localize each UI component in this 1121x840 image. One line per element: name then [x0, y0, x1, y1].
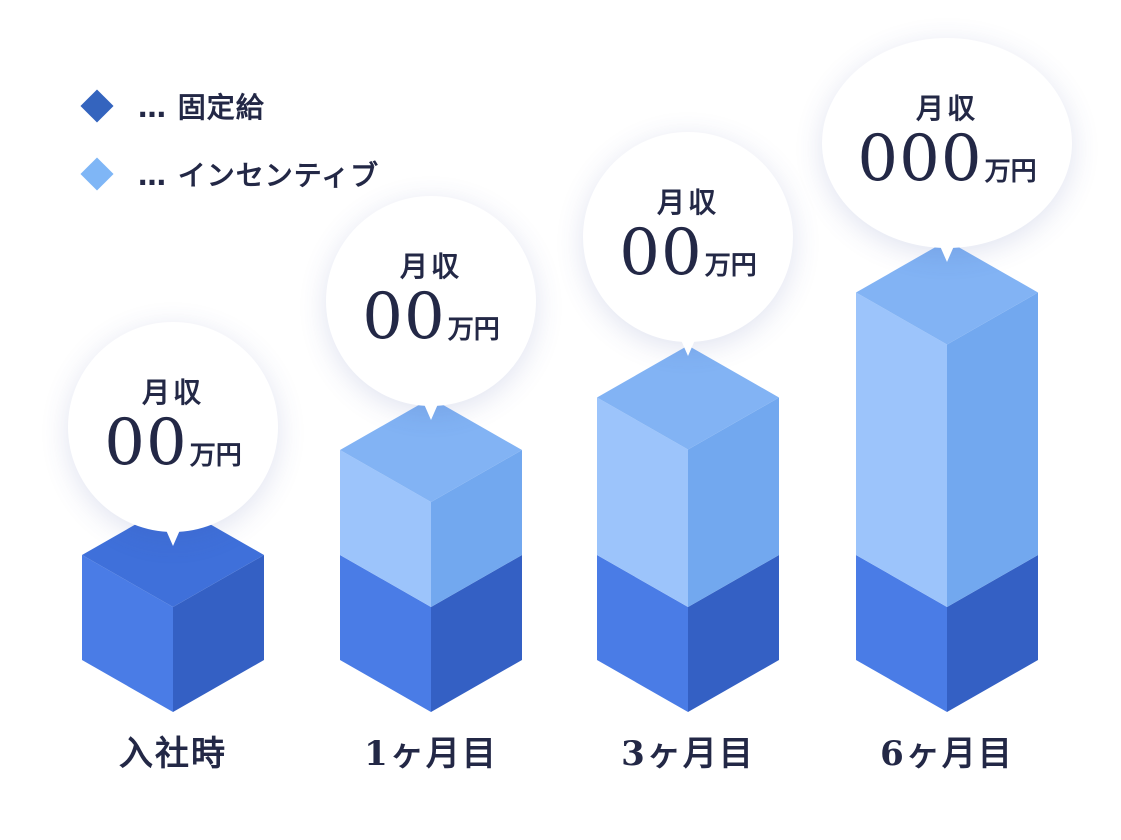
bubble-0: 月収 00 万円 [68, 322, 278, 546]
legend-item-incentive: … インセンティブ [80, 154, 380, 194]
fixed-bar-right-3 [947, 555, 1038, 712]
incentive-bar-right-2 [688, 397, 779, 607]
bubble-unit: 万円 [984, 157, 1037, 187]
category-label: 入社時 [119, 734, 227, 774]
incentive-bar-right-3 [947, 292, 1038, 607]
bubble-tail [166, 530, 180, 546]
bubble-value: 00 [362, 280, 446, 354]
category-label: 1ヶ月目 [364, 734, 498, 774]
fixed-bar-left-2 [597, 555, 688, 712]
legend-swatch-incentive [80, 157, 114, 191]
fixed-bar-left-3 [856, 555, 947, 712]
legend-swatch-fixed [80, 89, 114, 123]
bubble-label: 月収 [656, 186, 719, 219]
bubble-tail [940, 246, 954, 262]
incentive-bar-top-1 [340, 398, 522, 502]
bubble-unit: 万円 [189, 441, 242, 471]
legend-label-fixed: … 固定給 [138, 91, 265, 124]
bubble-label: 月収 [399, 250, 462, 283]
bubble-label: 月収 [141, 376, 204, 409]
bubble-tail [424, 404, 438, 420]
incentive-bar-left-2 [597, 397, 688, 607]
fixed-bar-top-0 [82, 503, 264, 607]
legend-label-incentive: … インセンティブ [138, 159, 380, 192]
bubble-value: 000 [857, 122, 983, 196]
bubble-value: 00 [619, 216, 703, 290]
bubble-label: 月収 [915, 92, 978, 125]
legend-item-fixed: … 固定給 [80, 86, 265, 126]
fixed-bar-left-0 [82, 555, 173, 712]
bubble-value-row: 00 万円 [362, 285, 499, 349]
fixed-bar-right-0 [173, 555, 264, 712]
bubble-value-row: 000 万円 [857, 127, 1036, 191]
incentive-bar-top-3 [856, 240, 1038, 345]
bubble-value: 00 [104, 406, 188, 480]
incentive-bar-right-1 [431, 450, 522, 607]
fixed-bar-right-2 [688, 555, 779, 712]
bubble-tail [681, 340, 695, 356]
bubble-unit: 万円 [447, 315, 500, 345]
incentive-bar-left-3 [856, 292, 947, 607]
bubble-value-row: 00 万円 [104, 411, 241, 475]
incentive-bar-left-1 [340, 450, 431, 607]
category-label: 3ヶ月目 [621, 734, 755, 774]
fixed-bar-left-1 [340, 555, 431, 712]
incentive-bar-top-2 [597, 345, 779, 450]
fixed-bar-right-1 [431, 555, 522, 712]
bubble-3: 月収 000 万円 [822, 38, 1072, 262]
category-label: 6ヶ月目 [880, 734, 1014, 774]
bubble-value-row: 00 万円 [619, 221, 756, 285]
bubble-unit: 万円 [704, 251, 757, 281]
bubble-2: 月収 00 万円 [583, 132, 793, 356]
bubble-1: 月収 00 万円 [326, 196, 536, 420]
